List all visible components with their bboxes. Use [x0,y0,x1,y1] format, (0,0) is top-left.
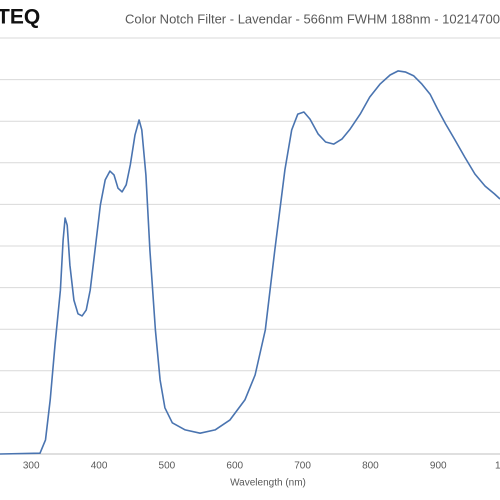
x-tick-label: 400 [91,461,108,472]
x-tick-label: 700 [294,461,311,472]
x-tick-label: 500 [159,461,176,472]
logo: TEQ [0,6,40,29]
x-tick-label: 600 [226,461,243,472]
x-axis-label: Wavelength (nm) [230,478,306,489]
chart-title: Color Notch Filter - Lavendar - 566nm FW… [125,11,500,26]
data-line [0,70,500,455]
x-tick-label: 900 [430,461,447,472]
x-tick-label: 1000 [495,461,500,472]
x-tick-label: 800 [362,461,379,472]
x-tick-label: 300 [23,461,40,472]
